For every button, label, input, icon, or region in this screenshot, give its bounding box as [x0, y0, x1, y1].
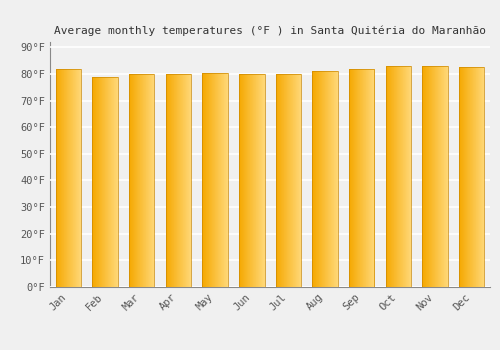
Bar [276, 74, 301, 287]
Bar [129, 74, 154, 287]
Bar [459, 67, 484, 287]
Bar [312, 71, 338, 287]
Bar [422, 66, 448, 287]
Bar [202, 73, 228, 287]
Bar [166, 74, 191, 287]
Bar [56, 69, 81, 287]
Title: Average monthly temperatures (°F ) in Santa Quitéria do Maranhão: Average monthly temperatures (°F ) in Sa… [54, 25, 486, 36]
Bar [239, 74, 264, 287]
Bar [349, 69, 374, 287]
Bar [92, 77, 118, 287]
Bar [386, 66, 411, 287]
